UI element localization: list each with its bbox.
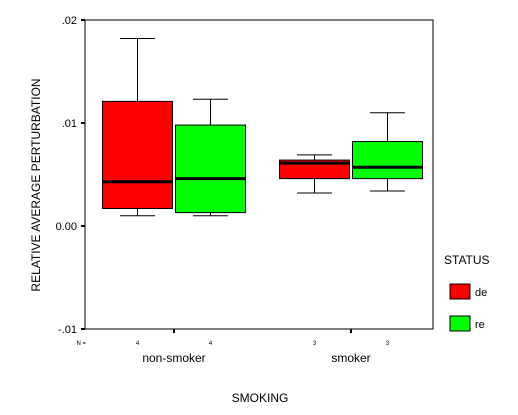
n-label: 4 xyxy=(136,341,140,347)
y-tick-label: .01 xyxy=(62,118,77,130)
plot-frame xyxy=(84,19,434,330)
y-tick-label: 0.00 xyxy=(56,221,77,233)
n-prefix: N = xyxy=(76,341,86,347)
legend-label-de: de xyxy=(475,287,487,299)
n-label: 4 xyxy=(209,341,213,347)
box-de-smoker xyxy=(279,159,350,180)
y-tick-label: .02 xyxy=(62,15,77,27)
legend: STATUS de re xyxy=(444,253,490,332)
legend-swatch-re xyxy=(449,315,471,332)
y-axis: .02 .01 0.00 -.01 xyxy=(56,15,85,336)
x-axis-label: SMOKING xyxy=(232,391,289,405)
n-label: 3 xyxy=(386,341,390,347)
x-tick-label: smoker xyxy=(331,351,370,365)
legend-label-re: re xyxy=(475,319,485,331)
chart-marks xyxy=(102,38,423,217)
box-de-non-smoker xyxy=(102,100,173,209)
box-re-smoker xyxy=(352,141,423,180)
legend-swatch-de xyxy=(449,283,471,300)
legend-title: STATUS xyxy=(444,253,490,267)
x-tick-label: non-smoker xyxy=(142,351,205,365)
box-re-non-smoker xyxy=(175,124,246,214)
y-axis-label: RELATIVE AVERAGE PERTURBATION xyxy=(29,78,43,291)
x-axis: non-smoker smoker 4 3 4 3 xyxy=(136,329,390,365)
y-tick-label: -.01 xyxy=(58,324,77,336)
n-label: 3 xyxy=(313,341,317,347)
